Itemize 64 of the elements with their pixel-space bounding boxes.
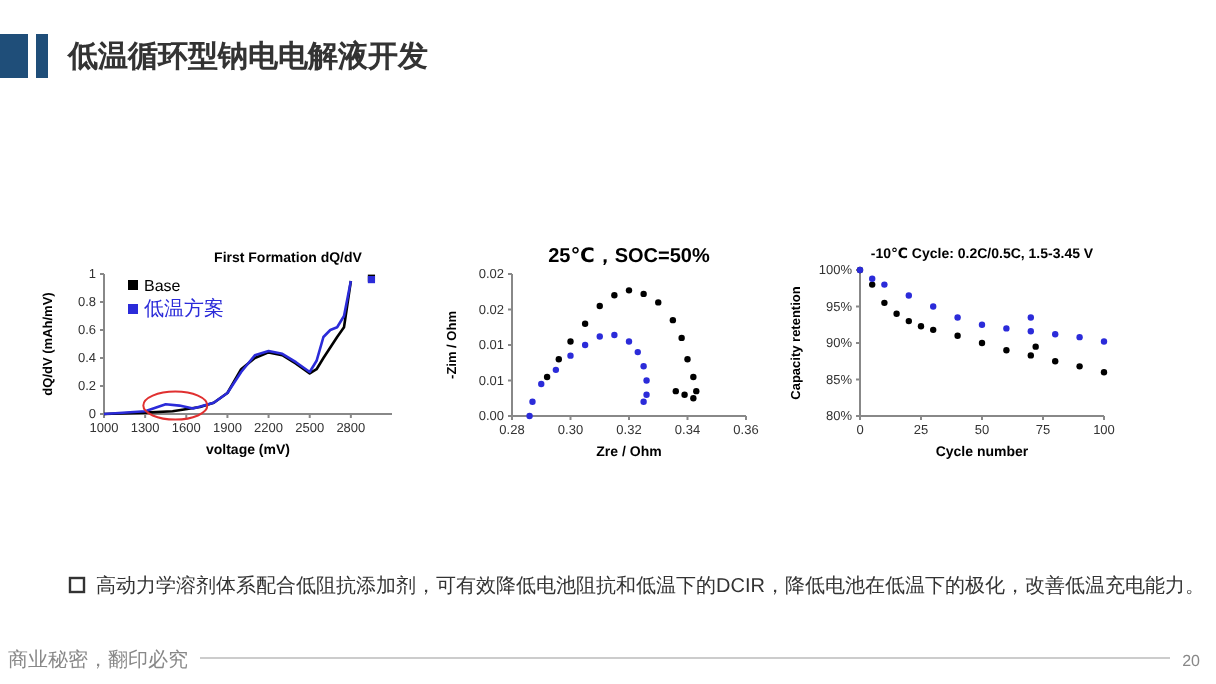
point <box>640 290 647 298</box>
point <box>978 339 986 347</box>
point <box>681 391 688 398</box>
chart-title: 25℃，SOC=50% <box>548 246 710 268</box>
point <box>552 366 560 374</box>
point <box>917 323 925 330</box>
text: 低温循环型钠电电解液开发 <box>66 38 428 74</box>
legend-label: 低温方案 <box>144 297 224 321</box>
point <box>869 281 876 288</box>
point <box>930 303 937 310</box>
text: 商业秘密，翻印必究 <box>8 648 188 672</box>
point <box>538 380 545 388</box>
point <box>1100 338 1108 345</box>
point <box>1052 358 1059 365</box>
point <box>893 310 900 317</box>
point <box>672 387 679 395</box>
point <box>1027 314 1034 321</box>
point <box>1052 331 1059 338</box>
point <box>693 387 700 395</box>
point <box>1003 325 1010 332</box>
point <box>954 314 961 321</box>
point <box>954 332 961 339</box>
point <box>978 321 986 328</box>
point <box>596 333 603 340</box>
point <box>543 373 551 381</box>
point <box>555 356 562 363</box>
point <box>684 356 691 363</box>
point <box>1076 363 1083 370</box>
point <box>881 281 888 288</box>
point <box>1032 343 1039 350</box>
point <box>905 317 912 325</box>
point <box>625 287 633 294</box>
point <box>1027 328 1034 335</box>
point <box>1076 333 1083 341</box>
point <box>596 302 603 310</box>
point <box>634 348 641 356</box>
point <box>567 352 574 359</box>
text: 20 <box>1182 652 1202 670</box>
point <box>581 320 589 327</box>
point <box>930 326 937 334</box>
point <box>526 412 533 420</box>
text: 高动力学溶剂体系配合低阻抗添加剂，可有效降低电池阻抗和低温下的DCIR，降低电池在低温下的极化，改善低温充电能力。 <box>96 574 1205 598</box>
point <box>1100 369 1108 376</box>
point <box>690 395 697 402</box>
point <box>640 398 647 405</box>
point <box>643 377 650 384</box>
point <box>567 338 574 345</box>
point <box>1003 347 1010 354</box>
point <box>669 316 677 324</box>
point <box>643 391 650 398</box>
point <box>611 292 618 299</box>
point <box>905 292 912 299</box>
point <box>678 334 685 342</box>
point <box>640 363 647 370</box>
point <box>581 341 589 349</box>
point <box>869 275 876 282</box>
point <box>529 398 536 405</box>
point <box>690 373 697 381</box>
point <box>625 338 633 345</box>
point <box>655 299 662 306</box>
point <box>1027 352 1034 359</box>
legend-label: Base <box>144 277 182 295</box>
point <box>611 331 618 339</box>
point <box>881 299 888 307</box>
